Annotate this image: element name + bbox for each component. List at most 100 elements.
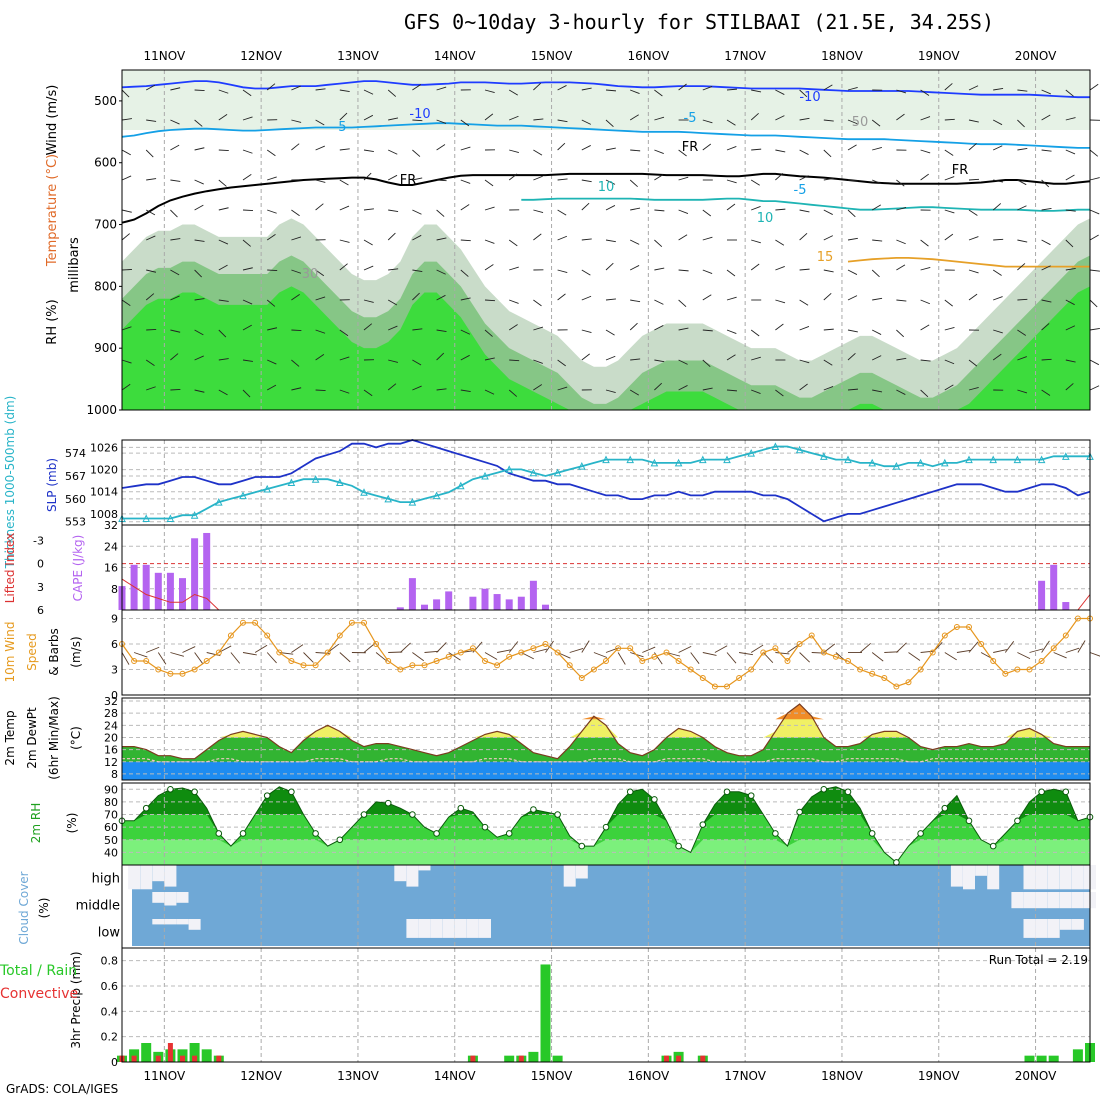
upper-wind-barb [388,325,398,331]
upper-wind-barb [484,357,495,361]
wind-speed-point [288,658,295,664]
upper-wind-barb [315,329,326,334]
cloud-clear-low [1071,919,1084,930]
wind-speed-point [869,670,876,677]
upper-wind-barb [363,89,374,95]
upper-wind-barb [315,296,326,301]
upper-wind-barb [1017,179,1027,186]
upper-wind-barb [871,204,882,211]
contour-label: FR [400,173,417,188]
wind-speed-point [857,666,864,673]
thickness-marker [360,488,368,496]
upper-wind-barb [968,293,978,301]
li-tick-label: 6 [37,604,44,617]
upper-wind-barb [920,266,931,271]
date-label-bottom: 16NOV [627,1069,669,1083]
cloud-clear-high [1035,865,1048,890]
temp-line [122,703,1090,760]
upper-wind-barb [266,299,276,307]
upper-wind-barb [726,145,737,151]
upper-wind-barb [266,234,276,241]
wind-speed-point [530,645,537,652]
upper-wind-barb [387,383,397,391]
surface-wind-barb [944,652,957,661]
upper-wind-barb [775,323,784,331]
thickness-marker [650,458,659,467]
wind-speed-point [796,641,803,647]
upper-wind-barb [702,143,712,151]
upper-wind-barb [678,176,689,181]
surface-wind-barb [956,649,971,653]
upper-wind-barb [629,389,640,396]
contour-label: -5 [334,120,347,135]
lifted-index-line [121,578,1091,611]
wind-speed-point [760,649,767,656]
upper-wind-barb [291,359,300,367]
upper-wind-barb [266,83,276,91]
rh2m-point [409,811,416,818]
upper-wind-barb [339,148,350,151]
cloud-clear-middle [1047,892,1060,909]
upper-wind-barb [1041,323,1050,331]
upper-wind-barb [484,89,495,94]
upper-wind-barb [726,203,736,211]
upper-wind-barb [170,389,181,391]
upper-wind-barb [242,174,252,181]
surface-wind-barb [896,642,907,653]
thickness-marker [844,455,852,464]
upper-wind-barb [629,114,639,121]
surface-wind-barb [448,652,461,661]
upper-wind-barb [194,119,203,127]
upper-wind-barb [944,384,954,391]
cape-bar [130,564,138,610]
rh2m-point [675,842,682,850]
date-label-bottom: 12NOV [240,1069,282,1083]
wind-speed-point [639,658,646,664]
upper-wind-barb [993,296,1003,301]
millibars-axis-label: millibars [67,237,82,293]
upper-wind-barb [799,383,808,391]
cloud-clear-low [164,919,177,925]
thickness-marker [190,511,199,519]
surface-wind-barb [339,652,351,663]
rh2m-point [312,830,319,837]
upper-wind-barb [1065,117,1076,121]
precip-convective-bar [216,1055,222,1062]
cape-bar [481,588,489,610]
upper-wind-barb [315,119,325,126]
panel-frame [121,69,1091,411]
upper-wind-barb [242,324,252,331]
upper-wind-barb [1041,389,1051,396]
surface-wind-barb [1017,652,1031,660]
upper-wind-barb [968,386,979,391]
upper-wind-barb [387,299,398,306]
panel-frame [121,609,1091,696]
upper-wind-barb [557,119,568,123]
upper-wind-barb [460,179,471,184]
upper-wind-barb [1089,83,1099,91]
upper-wind-barb [750,179,760,186]
upper-wind-barb [823,269,834,273]
upper-wind-barb [605,119,614,128]
upper-wind-barb [968,209,978,216]
upper-wind-barb [387,232,396,241]
upper-wind-barb [412,84,422,91]
upper-wind-barb [170,144,180,151]
upper-wind-barb [751,89,762,93]
upper-wind-barb [267,209,277,214]
upper-wind-barb [654,116,665,121]
isotherm--5 [121,122,1090,149]
rh2m-point [263,792,271,799]
upper-wind-barb [388,149,398,155]
upper-wind-barb [751,148,762,151]
upper-wind-barb [1017,89,1028,92]
thickness-marker [940,458,949,467]
thickness-marker [916,458,925,467]
rh2m-point [868,830,876,837]
wind-speed-point [966,624,972,630]
upper-wind-barb [992,269,1002,276]
wind-speed-point [603,658,609,664]
upper-wind-barb [121,89,130,98]
surface-wind-barb [775,652,790,655]
upper-wind-barb [605,329,615,336]
